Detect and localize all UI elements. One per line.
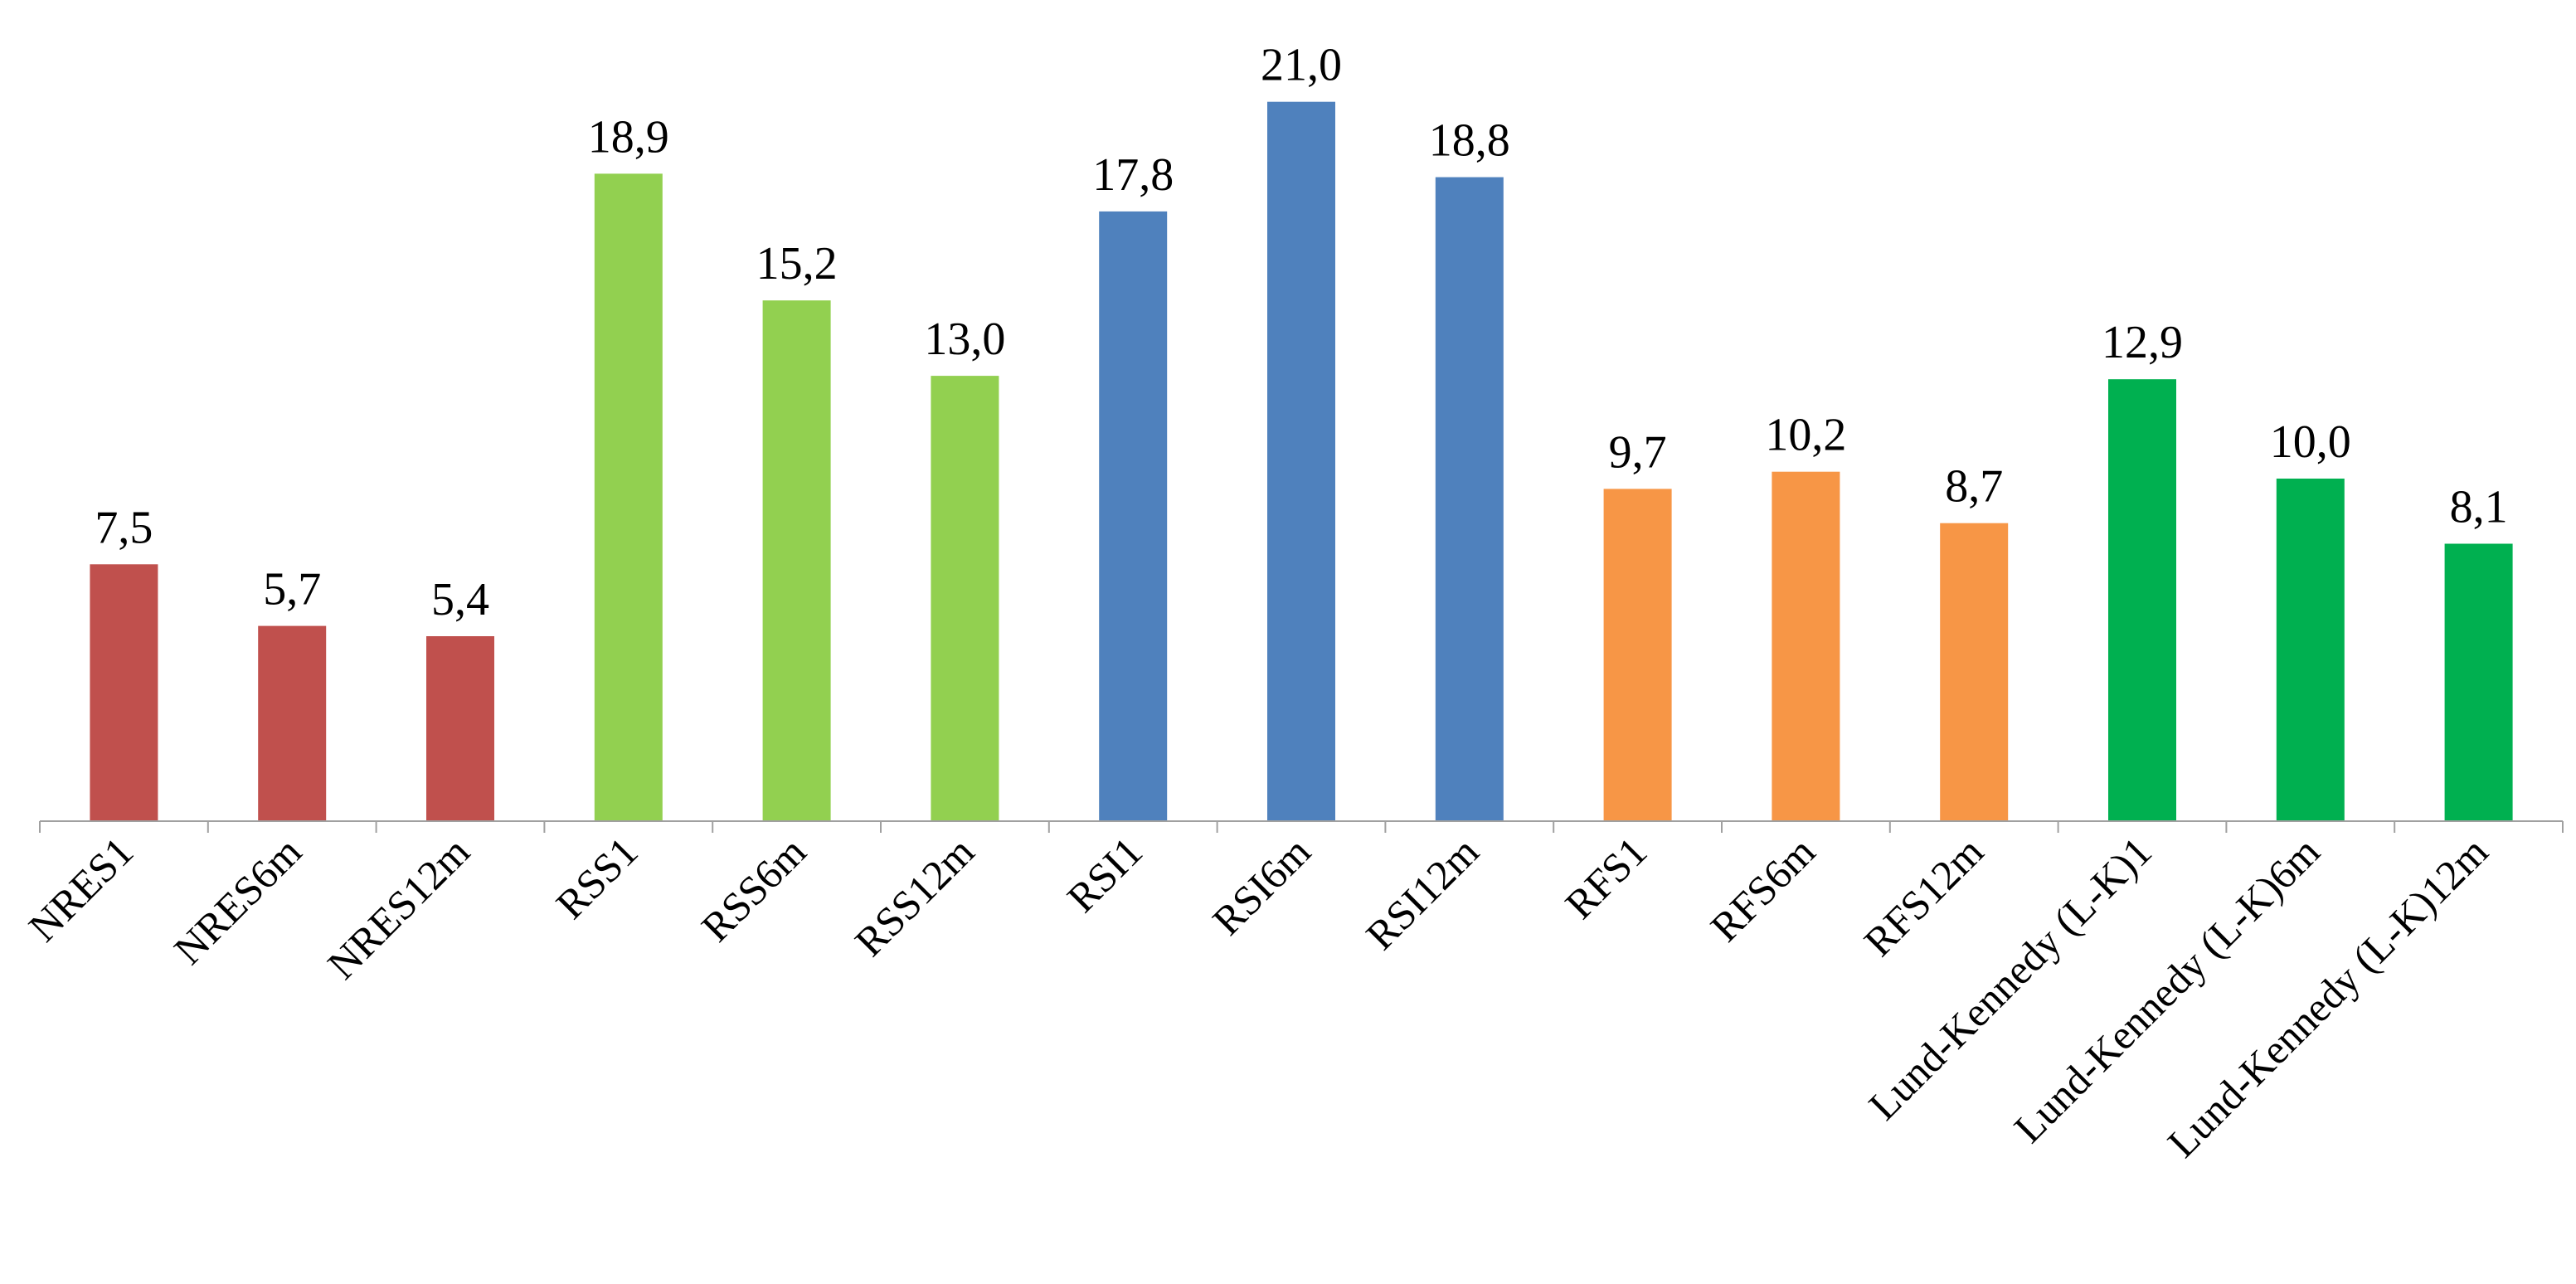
data-label: 10,0 — [2270, 416, 2351, 468]
data-label: 5,4 — [431, 574, 489, 625]
x-tick-label: RFS12m — [1855, 828, 1992, 965]
data-label: 21,0 — [1261, 40, 1342, 91]
data-label: 9,7 — [1609, 426, 1667, 478]
x-tick-label: RSS1 — [547, 828, 646, 927]
value-labels-layer: 7,5 5,7 5,4 18,9 15,2 13,0 17,8 21,0 18,8 9,7 10,2… — [95, 40, 2507, 625]
bar-rss1 — [594, 173, 663, 821]
x-tick-labels: NRES1 NRES6m NRES12m RSS1 RSS6m RSS12m RSI1 RSI… — [20, 828, 2497, 1166]
data-label: 8,7 — [1945, 461, 2003, 513]
bar-lund-kennedy-l-k-6m — [2276, 479, 2345, 821]
x-tick-label: NRES6m — [165, 828, 310, 973]
bars-layer — [90, 101, 2513, 822]
x-tick-label: RSI6m — [1203, 828, 1320, 944]
x-tick-label: Lund-Kennedy (L-K)1 — [1859, 828, 2160, 1129]
x-tick-label: Lund-Kennedy (L-K)12m — [2159, 828, 2497, 1166]
data-label: 17,8 — [1092, 149, 1174, 201]
bar-rfs1 — [1603, 489, 1672, 821]
bar-lund-kennedy-l-k-1 — [2108, 379, 2176, 821]
bar-rss12m — [931, 376, 999, 822]
data-label: 12,9 — [2102, 317, 2183, 368]
x-tick-label: RSI1 — [1058, 828, 1151, 921]
bar-rsi1 — [1099, 211, 1168, 821]
bar-nres1 — [90, 564, 158, 822]
x-tick-label: RSI12m — [1357, 828, 1488, 959]
data-label: 8,1 — [2450, 482, 2508, 533]
x-tick-label: RSS12m — [846, 828, 983, 965]
x-tick-label: Lund-Kennedy (L-K)6m — [2005, 828, 2328, 1151]
x-axis — [39, 820, 2564, 833]
bar-nres12m — [426, 636, 494, 821]
bar-rss6m — [762, 300, 831, 821]
data-label: 18,8 — [1429, 115, 1510, 167]
data-label: 18,9 — [588, 111, 669, 163]
data-label: 7,5 — [95, 502, 153, 553]
x-tick-label: RFS6m — [1701, 828, 1824, 951]
data-label: 13,0 — [924, 314, 1005, 365]
bar-lund-kennedy-l-k-12m — [2444, 543, 2513, 821]
x-tick-label: NRES1 — [20, 828, 143, 951]
bar-rfs12m — [1940, 523, 2009, 821]
x-tick-label: RSS6m — [693, 828, 815, 951]
bar-rfs6m — [1772, 471, 1840, 821]
bar-nres6m — [258, 625, 327, 821]
bar-rsi12m — [1435, 177, 1504, 822]
bar-rsi6m — [1267, 101, 1335, 821]
data-label: 5,7 — [263, 564, 321, 615]
x-tick-label: NRES12m — [318, 828, 479, 988]
data-label: 10,2 — [1765, 410, 1846, 461]
x-tick-label: RFS1 — [1556, 828, 1655, 927]
data-label: 15,2 — [756, 238, 838, 289]
